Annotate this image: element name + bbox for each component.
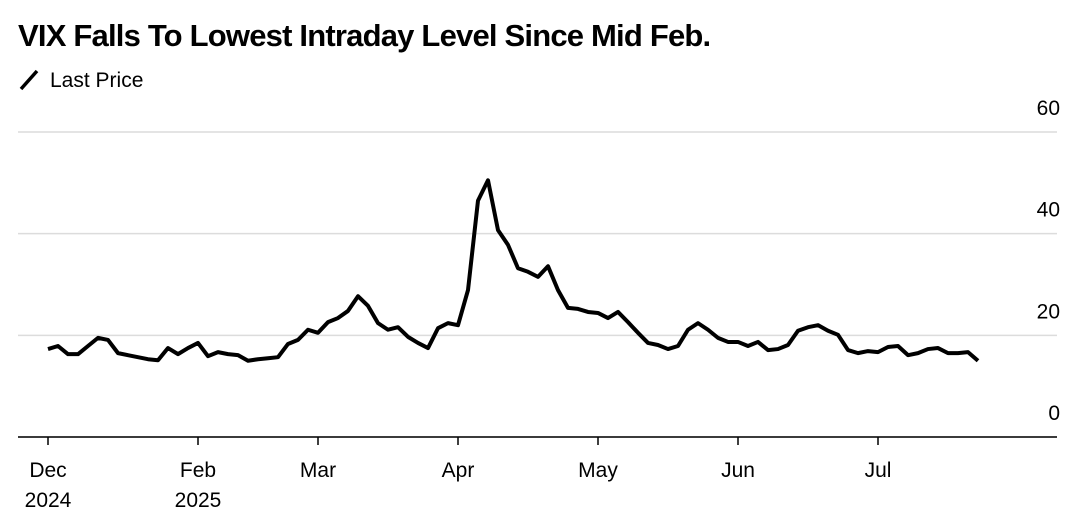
legend-label: Last Price bbox=[50, 69, 143, 92]
legend-icon bbox=[19, 69, 39, 91]
x-tick-label: Mar bbox=[300, 459, 336, 482]
x-tick-label: Apr bbox=[442, 459, 475, 482]
price-line bbox=[47, 178, 980, 363]
chart-title: VIX Falls To Lowest Intraday Level Since… bbox=[18, 18, 710, 53]
x-tick-label: May bbox=[578, 459, 618, 482]
y-tick-label: 40 bbox=[1037, 199, 1060, 222]
x-tick-label: Jun bbox=[721, 459, 755, 482]
x-tick-label: Dec 2024 bbox=[25, 459, 72, 512]
y-tick-label: 0 bbox=[1048, 402, 1060, 425]
y-tick-label: 20 bbox=[1037, 300, 1060, 323]
y-tick-label: 60 bbox=[1037, 97, 1060, 120]
x-tick-label: Jul bbox=[865, 459, 892, 482]
x-tick-label: Feb 2025 bbox=[175, 459, 222, 512]
